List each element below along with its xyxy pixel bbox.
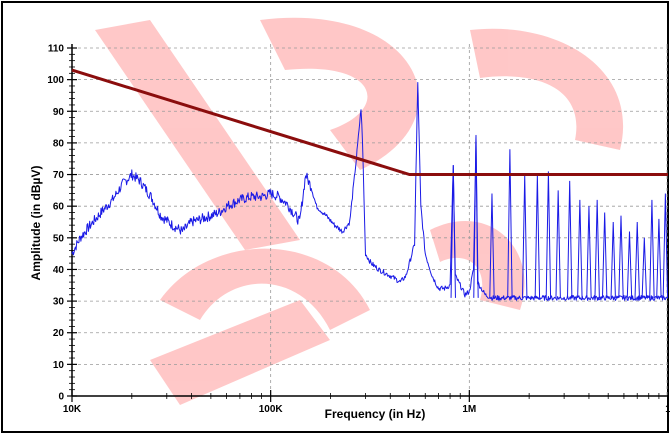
y-tick-label: 60	[53, 202, 65, 213]
harmonic-spike	[662, 193, 669, 298]
harmonic-spike	[586, 206, 592, 298]
y-tick-label: 50	[53, 233, 65, 244]
harmonic-spike	[473, 136, 479, 298]
y-tick-label: 110	[48, 44, 65, 55]
harmonic-spike	[626, 231, 633, 298]
harmonic-spike	[594, 199, 600, 298]
harmonic-spike	[566, 180, 573, 298]
harmonic-spike	[577, 199, 583, 298]
x-tick-label: 100K	[259, 404, 284, 415]
harmonic-spike	[534, 174, 541, 298]
harmonic-spike	[610, 221, 616, 298]
x-tick-label: 10K	[63, 404, 82, 415]
harmonic-spike	[641, 237, 648, 298]
y-tick-label: 40	[53, 265, 65, 276]
y-tick-label: 10	[53, 360, 65, 371]
limit-line	[71, 68, 668, 176]
harmonic-spike	[649, 199, 655, 298]
x-tick-label: 1	[665, 404, 670, 415]
y-axis-title: Amplitude (in dBµV)	[29, 166, 43, 281]
y-tick-label: 20	[53, 328, 65, 339]
watermark-logo	[95, 17, 624, 405]
harmonic-spike	[522, 174, 528, 298]
y-tick-label: 90	[53, 107, 65, 118]
series	[71, 68, 669, 301]
y-tick-label: 70	[53, 170, 65, 181]
measurement-trace	[71, 82, 669, 301]
y-tick-label: 0	[58, 392, 64, 403]
harmonic-spike	[601, 212, 608, 298]
harmonic-spike	[507, 149, 513, 298]
harmonic-spike	[450, 165, 456, 298]
harmonic-spike	[545, 171, 552, 298]
harmonic-spike	[656, 218, 662, 298]
grid	[72, 44, 668, 396]
harmonic-spike	[634, 221, 640, 298]
x-axis-title: Frequency (in Hz)	[325, 407, 426, 421]
x-tick-label: 1M	[462, 404, 476, 415]
harmonic-spike	[489, 193, 495, 298]
y-tick-label: 30	[53, 297, 65, 308]
harmonic-spike	[618, 215, 624, 298]
y-tick-label: 80	[53, 138, 65, 149]
axes: 0 10 20 30 40 50 60 70 80 90 100 110 10K 100K 1M 1	[47, 44, 670, 416]
y-tick-label: 100	[47, 75, 64, 86]
harmonic-spike	[555, 190, 561, 298]
